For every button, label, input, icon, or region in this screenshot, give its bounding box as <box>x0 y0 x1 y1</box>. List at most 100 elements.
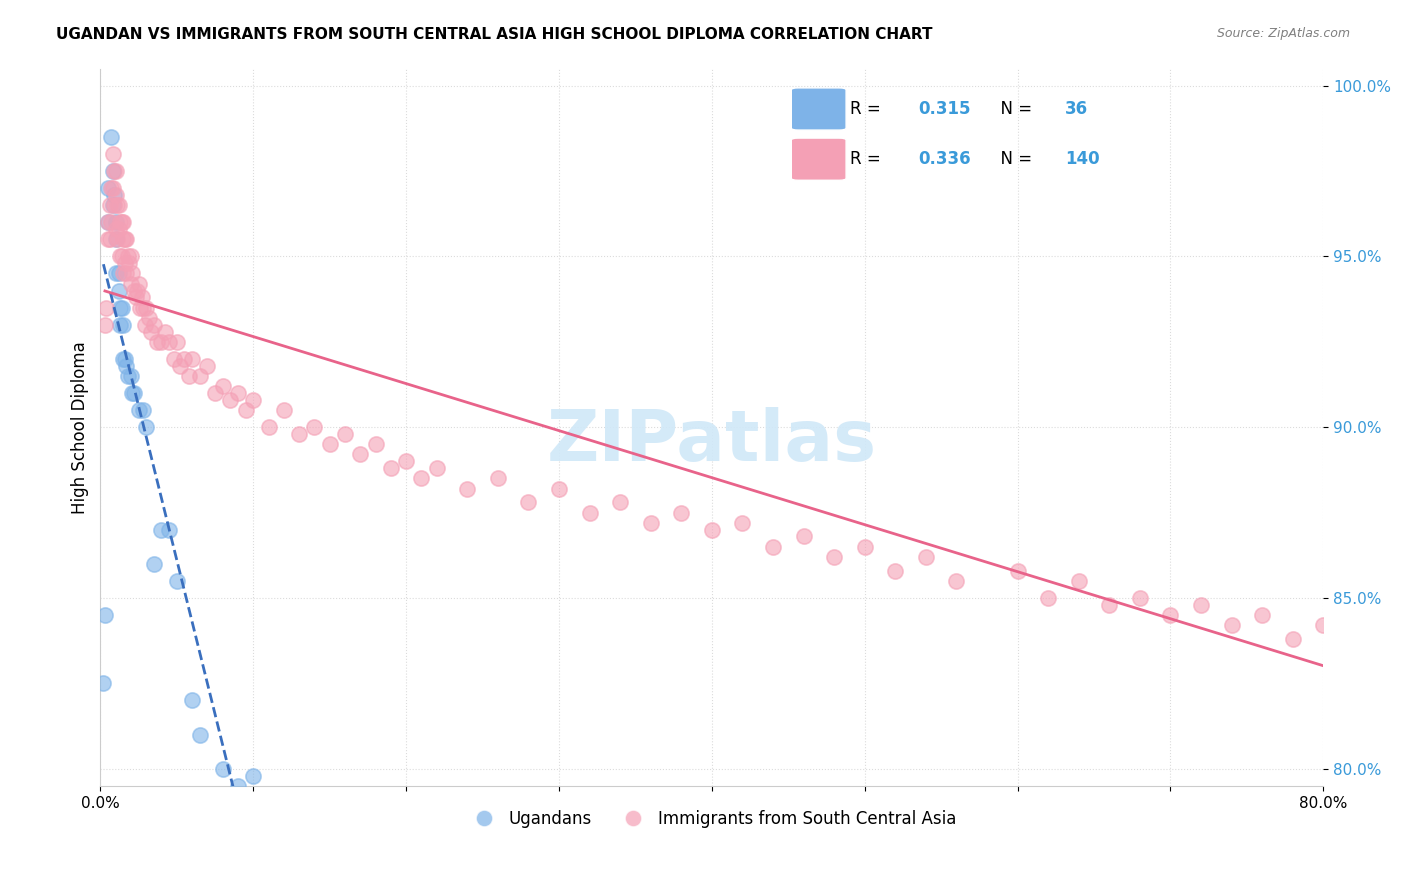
Point <box>1251 607 1274 622</box>
Legend: Ugandans, Immigrants from South Central Asia: Ugandans, Immigrants from South Central … <box>460 804 963 835</box>
Point <box>226 779 249 793</box>
Point <box>349 448 371 462</box>
Point <box>114 232 136 246</box>
Point <box>115 232 138 246</box>
Point <box>97 215 120 229</box>
Point <box>853 540 876 554</box>
Point <box>142 557 165 571</box>
Point <box>105 232 128 246</box>
Point <box>105 198 128 212</box>
Point <box>188 727 211 741</box>
Point <box>121 267 143 281</box>
Point <box>98 232 121 246</box>
Point <box>124 290 146 304</box>
Point <box>1189 598 1212 612</box>
Point <box>94 318 117 332</box>
Point <box>122 284 145 298</box>
Point <box>117 249 139 263</box>
Point <box>120 368 142 383</box>
Point <box>304 420 326 434</box>
Point <box>135 420 157 434</box>
Point <box>97 215 120 229</box>
Point <box>1312 618 1334 632</box>
Point <box>333 427 356 442</box>
Point <box>456 482 478 496</box>
Point <box>204 386 226 401</box>
Point <box>128 403 150 417</box>
Point <box>138 310 160 325</box>
Point <box>120 249 142 263</box>
Point <box>128 277 150 291</box>
Point <box>1327 642 1350 657</box>
Point <box>129 301 152 315</box>
Point <box>1374 642 1396 657</box>
Point <box>103 164 125 178</box>
Point <box>235 403 257 417</box>
Point <box>139 325 162 339</box>
Point <box>157 523 180 537</box>
Point <box>1358 659 1381 673</box>
Point <box>211 762 233 776</box>
Point <box>793 529 815 543</box>
Point <box>1220 618 1243 632</box>
Point <box>150 334 173 349</box>
Point <box>945 574 967 588</box>
Point <box>548 482 571 496</box>
Point <box>517 495 540 509</box>
Point <box>110 249 132 263</box>
Point <box>257 420 280 434</box>
Point <box>115 359 138 373</box>
Point <box>150 523 173 537</box>
Point <box>731 516 754 530</box>
Point <box>100 215 122 229</box>
Point <box>823 549 845 564</box>
Point <box>114 256 136 270</box>
Point <box>110 318 132 332</box>
Point <box>117 368 139 383</box>
Point <box>1343 632 1365 646</box>
Point <box>97 181 120 195</box>
Text: ZIPatlas: ZIPatlas <box>547 407 877 476</box>
Point <box>1389 666 1406 681</box>
Point <box>364 437 387 451</box>
Point <box>132 403 155 417</box>
Point <box>122 386 145 401</box>
Point <box>181 351 204 366</box>
Point <box>100 181 122 195</box>
Point <box>188 368 211 383</box>
Text: Source: ZipAtlas.com: Source: ZipAtlas.com <box>1216 27 1350 40</box>
Point <box>640 516 662 530</box>
Point <box>380 461 402 475</box>
Point <box>181 693 204 707</box>
Point <box>578 506 600 520</box>
Point <box>120 277 142 291</box>
Point <box>1067 574 1090 588</box>
Point <box>219 392 242 407</box>
Point <box>103 187 125 202</box>
Point <box>98 198 121 212</box>
Point <box>118 256 141 270</box>
Point <box>112 318 135 332</box>
Point <box>671 506 693 520</box>
Point <box>153 325 176 339</box>
Point <box>107 222 129 236</box>
Point <box>318 437 340 451</box>
Point <box>104 215 127 229</box>
Point <box>173 351 195 366</box>
Point <box>411 471 433 485</box>
Point <box>914 549 936 564</box>
Point <box>762 540 785 554</box>
Point <box>163 351 186 366</box>
Point <box>111 249 134 263</box>
Point <box>226 386 249 401</box>
Point <box>103 198 125 212</box>
Point <box>114 351 136 366</box>
Point <box>125 284 148 298</box>
Point <box>166 334 188 349</box>
Point <box>104 222 127 236</box>
Point <box>121 386 143 401</box>
Point <box>112 351 135 366</box>
Point <box>101 198 124 212</box>
Point <box>146 334 169 349</box>
Point <box>1159 607 1181 622</box>
